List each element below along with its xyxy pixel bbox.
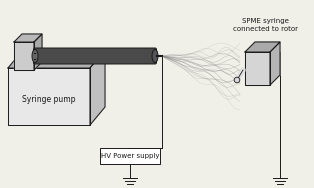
Ellipse shape: [152, 49, 158, 62]
FancyBboxPatch shape: [100, 148, 160, 164]
Polygon shape: [90, 50, 105, 125]
Text: HV Power supply: HV Power supply: [101, 153, 159, 159]
Polygon shape: [14, 34, 42, 42]
Polygon shape: [245, 52, 270, 85]
Ellipse shape: [32, 49, 38, 62]
Polygon shape: [245, 42, 280, 52]
Text: Syringe pump: Syringe pump: [22, 96, 76, 105]
Circle shape: [234, 77, 240, 83]
Polygon shape: [14, 42, 34, 70]
Text: SPME syringe
connected to rotor: SPME syringe connected to rotor: [233, 18, 298, 32]
Polygon shape: [8, 68, 90, 125]
Polygon shape: [270, 42, 280, 85]
Polygon shape: [8, 50, 105, 68]
FancyBboxPatch shape: [34, 48, 156, 64]
Polygon shape: [34, 34, 42, 70]
